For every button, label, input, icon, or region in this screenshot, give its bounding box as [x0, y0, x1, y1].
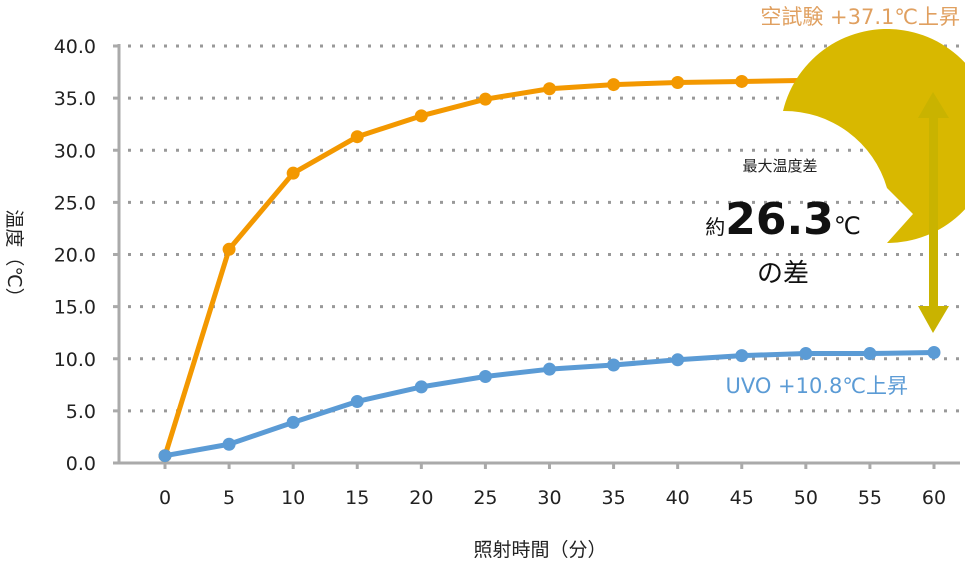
x-tick-label: 50 — [794, 487, 818, 509]
series-uvo — [158, 345, 941, 463]
data-point — [350, 130, 364, 144]
axes — [113, 44, 960, 469]
x-tick-label: 0 — [159, 487, 171, 509]
data-point — [414, 380, 428, 394]
data-point — [607, 78, 621, 92]
x-tick-label: 15 — [345, 487, 369, 509]
y-tick-label: 30.0 — [54, 140, 96, 162]
data-point — [478, 369, 492, 383]
x-tick-labels: 0 5 10 15 20 25 30 35 40 45 50 55 60 — [159, 487, 946, 509]
x-axis-label: 照射時間（分） — [473, 539, 606, 561]
data-point — [222, 242, 236, 256]
data-point — [543, 362, 556, 376]
series-blank-test — [158, 67, 941, 463]
x-tick-label: 20 — [409, 487, 433, 509]
callout-unit: ℃ — [834, 212, 861, 240]
data-point — [414, 109, 428, 123]
x-tick-label: 25 — [473, 487, 497, 509]
difference-callout: 最大温度差 約26.3℃ の差 — [705, 29, 965, 289]
data-point — [735, 349, 749, 363]
series-annotation-uvo: UVO +10.8℃上昇 — [725, 374, 908, 398]
data-point — [222, 437, 236, 451]
y-axis-label: 温度（℃） — [3, 209, 25, 306]
callout-prefix: 約 — [705, 215, 725, 239]
y-tick-label: 25.0 — [54, 192, 96, 214]
x-tick-label: 35 — [601, 487, 625, 509]
data-point — [927, 345, 941, 359]
data-point — [607, 358, 621, 372]
x-tick-label: 40 — [666, 487, 690, 509]
x-tick-label: 60 — [922, 487, 946, 509]
x-tick-label: 45 — [730, 487, 754, 509]
data-point — [799, 347, 813, 361]
series-line — [162, 71, 935, 457]
y-tick-label: 35.0 — [54, 88, 96, 110]
callout-value-line: 約26.3℃ — [705, 194, 861, 245]
callout-bubble — [783, 29, 965, 243]
difference-arrow — [918, 92, 949, 333]
y-tick-label: 20.0 — [54, 245, 96, 267]
x-tick-label: 5 — [223, 487, 235, 509]
data-point — [158, 449, 172, 463]
y-tick-label: 0.0 — [66, 453, 96, 475]
callout-title: 最大温度差 — [742, 157, 817, 175]
data-point — [735, 74, 749, 88]
data-point — [671, 353, 685, 367]
x-tick-label: 55 — [858, 487, 882, 509]
y-tick-label: 10.0 — [54, 349, 96, 371]
data-point — [286, 166, 300, 180]
data-point — [478, 92, 492, 106]
data-point — [286, 415, 300, 429]
series-annotation-blank: 空試験 +37.1℃上昇 — [760, 5, 960, 29]
x-tick-label: 10 — [281, 487, 305, 509]
y-tick-label: 15.0 — [54, 297, 96, 319]
y-tick-label: 5.0 — [66, 401, 96, 423]
data-point — [671, 75, 685, 89]
y-tick-labels: 0.0 5.0 10.0 15.0 20.0 25.0 30.0 35.0 40.0 — [54, 36, 96, 475]
x-tick-label: 30 — [537, 487, 561, 509]
data-point — [863, 347, 877, 361]
data-point — [350, 394, 364, 408]
callout-suffix: の差 — [757, 259, 809, 289]
y-tick-label: 40.0 — [54, 36, 96, 58]
data-point — [543, 82, 556, 96]
series-lines — [158, 67, 941, 463]
callout-value: 26.3 — [725, 194, 834, 245]
